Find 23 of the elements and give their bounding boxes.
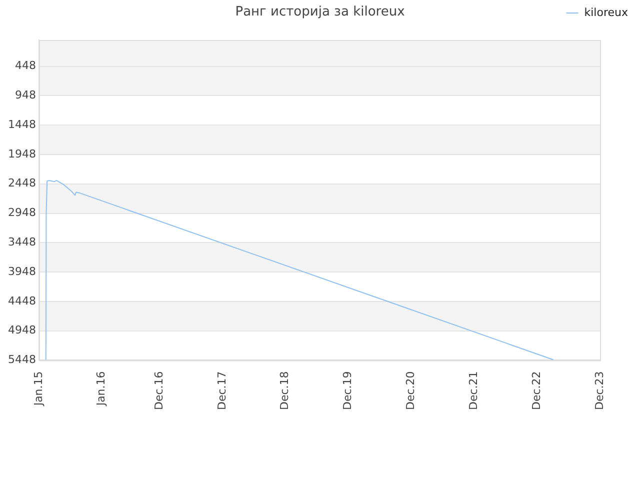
- x-tick-label: Dec.20: [404, 371, 418, 410]
- y-tick-label: 448: [14, 59, 36, 72]
- y-tick-label: 1948: [8, 147, 36, 160]
- x-tick-label: Dec.18: [278, 371, 292, 410]
- y-tick-label: 2448: [8, 176, 36, 190]
- x-tick-label: Dec.17: [215, 371, 228, 410]
- legend-label: kiloreux: [584, 6, 628, 19]
- x-tick-label: Dec.21: [467, 371, 480, 410]
- y-tick-label: 4448: [8, 294, 36, 308]
- x-tick-label: Jan.16: [94, 371, 108, 407]
- x-tick-label: Dec.19: [341, 371, 354, 410]
- y-tick-label: 3948: [8, 264, 36, 278]
- x-tick-label: Dec.16: [152, 371, 166, 410]
- y-tick-label: 5448: [8, 353, 36, 366]
- chart-title: Ранг историја за kiloreux: [235, 4, 406, 20]
- y-tick-label: 3448: [8, 236, 36, 249]
- y-tick-label: 4948: [8, 324, 36, 337]
- y-tick-label: 2948: [8, 206, 36, 220]
- y-tick-label: 948: [14, 88, 36, 102]
- x-tick-label: Dec.22: [530, 371, 543, 410]
- y-tick-label: 1448: [8, 118, 36, 131]
- x-tick-label: Dec.23: [592, 371, 606, 410]
- x-tick-label: Jan.15: [32, 371, 45, 407]
